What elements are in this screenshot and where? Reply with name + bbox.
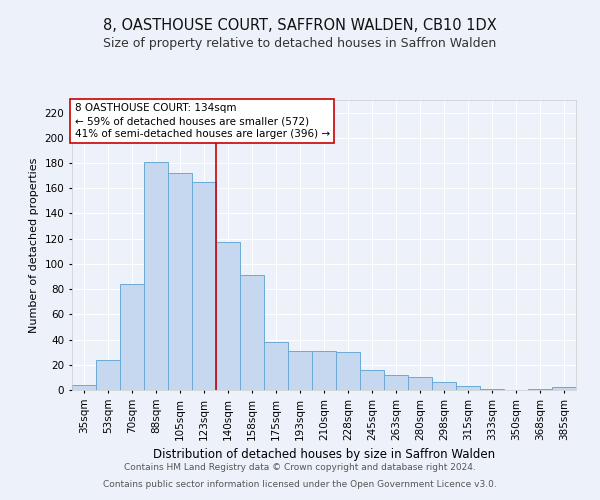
Text: 8, OASTHOUSE COURT, SAFFRON WALDEN, CB10 1DX: 8, OASTHOUSE COURT, SAFFRON WALDEN, CB10… [103,18,497,32]
Bar [432,382,456,390]
X-axis label: Distribution of detached houses by size in Saffron Walden: Distribution of detached houses by size … [153,448,495,461]
Bar [480,388,504,390]
Bar [144,162,168,390]
Bar [96,360,120,390]
Bar [72,385,96,390]
Bar [312,351,336,390]
Bar [408,378,432,390]
Text: Contains HM Land Registry data © Crown copyright and database right 2024.: Contains HM Land Registry data © Crown c… [124,464,476,472]
Text: 8 OASTHOUSE COURT: 134sqm
← 59% of detached houses are smaller (572)
41% of semi: 8 OASTHOUSE COURT: 134sqm ← 59% of detac… [74,103,329,140]
Bar [288,351,312,390]
Bar [360,370,384,390]
Text: Contains public sector information licensed under the Open Government Licence v3: Contains public sector information licen… [103,480,497,489]
Bar [264,342,288,390]
Bar [192,182,216,390]
Bar [552,388,576,390]
Bar [240,276,264,390]
Bar [456,386,480,390]
Bar [384,375,408,390]
Text: Size of property relative to detached houses in Saffron Walden: Size of property relative to detached ho… [103,38,497,51]
Bar [168,173,192,390]
Bar [216,242,240,390]
Bar [528,388,552,390]
Bar [120,284,144,390]
Bar [336,352,360,390]
Y-axis label: Number of detached properties: Number of detached properties [29,158,39,332]
